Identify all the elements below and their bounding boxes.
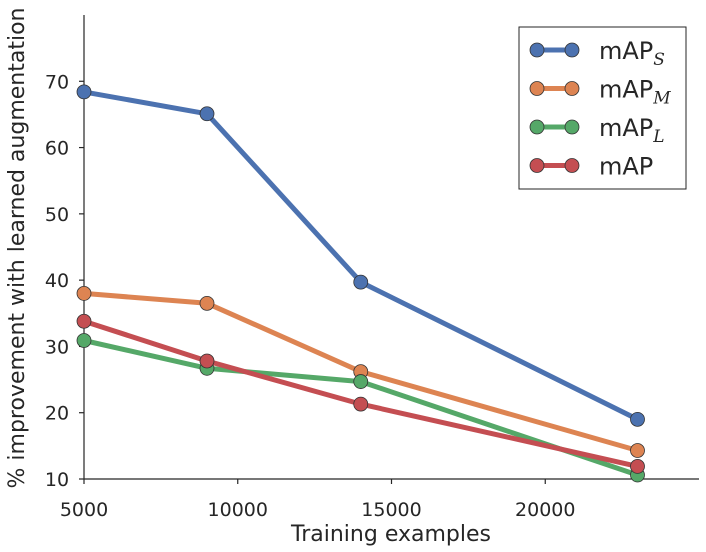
y-tick-label: 30 — [45, 336, 69, 358]
data-point — [353, 396, 369, 412]
data-point — [76, 333, 92, 348]
data-point — [353, 374, 369, 389]
legend-marker — [529, 119, 545, 135]
legend-item: mAPM — [529, 76, 671, 109]
data-point — [199, 353, 215, 369]
data-point — [199, 106, 215, 122]
data-point — [353, 274, 369, 290]
y-tick-label: 20 — [45, 403, 69, 425]
legend-subscript: S — [653, 50, 665, 70]
legend-marker — [529, 158, 545, 173]
data-point — [630, 443, 645, 458]
legend-marker — [564, 119, 580, 135]
legend-label: mAP — [599, 153, 653, 181]
data-point — [76, 84, 92, 100]
legend-marker — [564, 42, 580, 58]
series-layer — [76, 84, 645, 483]
legend-marker — [564, 81, 580, 96]
series-line — [83, 318, 639, 469]
y-tick-label: 40 — [45, 270, 69, 292]
x-axis-title: Training examples — [290, 522, 491, 547]
axes: 10 20 30 40 50 60 70 5000 10000 15000 20000 — [45, 15, 699, 521]
legend-item: mAP — [529, 153, 653, 181]
series-line — [83, 89, 639, 422]
y-tick-label: 10 — [45, 469, 69, 491]
series-line — [83, 338, 639, 478]
y-tick-label: 50 — [45, 204, 69, 226]
data-point — [630, 411, 645, 427]
x-tick-label: 5000 — [60, 499, 108, 521]
y-tick-label: 60 — [45, 138, 69, 160]
y-axis-title: % improvement with learned augmentation — [5, 8, 30, 489]
legend-marker — [529, 81, 545, 96]
legend-subscript: L — [652, 127, 664, 147]
data-point — [199, 295, 215, 311]
y-tick-label: 70 — [45, 71, 69, 93]
legend-marker — [564, 158, 580, 173]
series-map-s — [76, 84, 645, 427]
x-tick-label: 15000 — [361, 499, 421, 521]
series-line — [83, 290, 639, 453]
data-point — [76, 285, 92, 301]
data-point — [76, 313, 92, 329]
data-point — [630, 459, 645, 474]
series-map-m — [76, 285, 645, 458]
series-map — [76, 313, 645, 474]
legend-box — [518, 26, 687, 190]
legend-marker — [529, 42, 545, 58]
x-tick-label: 20000 — [515, 499, 575, 521]
x-tick-label: 10000 — [208, 499, 268, 521]
legend-subscript: M — [652, 89, 671, 109]
